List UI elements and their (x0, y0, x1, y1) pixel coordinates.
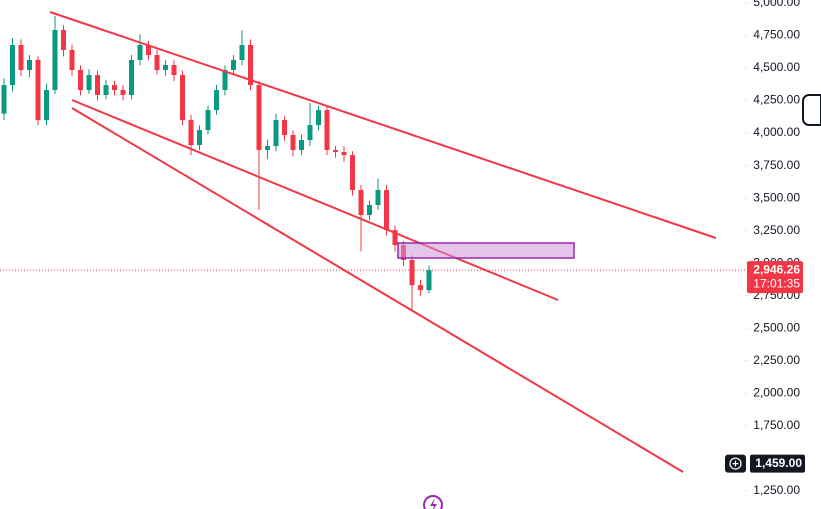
y-tick-label: 3,500.00 (753, 190, 800, 204)
candle-body (1, 85, 7, 114)
y-tick-label: 3,750.00 (753, 158, 800, 172)
drawings (49, 11, 717, 473)
y-tick-label: 1,750.00 (753, 418, 800, 432)
y-tick-label: 1,250.00 (753, 483, 800, 497)
last-price-label: 2,946.26 (753, 262, 800, 276)
candle-body (69, 49, 75, 70)
candle-body (214, 90, 219, 111)
candle-body (171, 65, 177, 76)
candle-body (35, 59, 41, 121)
candle-body (358, 190, 364, 216)
trend-line[interactable] (71, 99, 559, 301)
candle-body (112, 85, 117, 91)
candle-body (180, 75, 185, 121)
y-tick-label: 2,500.00 (753, 320, 800, 334)
candle-body (384, 190, 389, 231)
candle-body (18, 45, 24, 70)
y-tick-label: 5,000.00 (753, 0, 800, 9)
candle-body (392, 230, 398, 246)
candle-body (239, 45, 245, 60)
candle-body (248, 45, 253, 86)
candle-body (86, 75, 92, 91)
candle-body (324, 110, 330, 150)
candle-body (205, 110, 211, 131)
y-tick-label: 2,000.00 (753, 385, 800, 399)
icon-ring (423, 495, 443, 509)
candle-body (61, 30, 66, 50)
y-tick-label: 4,750.00 (753, 28, 800, 42)
candle-body (120, 90, 126, 95)
price-marker-label: 1,459.00 (755, 456, 802, 470)
y-tick-label: 4,000.00 (753, 125, 800, 139)
candle-body (44, 90, 49, 121)
lightning-icon[interactable] (423, 495, 443, 509)
price-marker-badge (750, 454, 805, 473)
candle-body (375, 190, 381, 206)
candle-body (137, 45, 143, 60)
settings-button[interactable] (802, 94, 821, 126)
candle-body (307, 125, 313, 141)
candle-body (197, 130, 202, 146)
candle-body (188, 120, 194, 146)
candle-body (426, 270, 432, 291)
candle-body (367, 205, 372, 216)
candle-body (341, 152, 347, 156)
y-tick-label: 4,500.00 (753, 60, 800, 74)
candle-body (10, 45, 15, 86)
candle-body (95, 75, 100, 95)
plot-area (0, 15, 745, 310)
candle-body (222, 69, 228, 91)
candle-body (282, 120, 287, 136)
plus-sign (732, 460, 739, 467)
candle-body (146, 45, 151, 56)
candle-body (333, 149, 338, 153)
y-tick-label: 4,250.00 (753, 93, 800, 107)
candle-body (299, 140, 304, 150)
candle-body (231, 59, 236, 70)
highlight-zone[interactable] (397, 242, 575, 259)
candle-body (273, 120, 279, 147)
candle-body (256, 85, 262, 150)
icon-bolt (430, 498, 437, 509)
candle-body (316, 110, 321, 126)
last-price-badge (747, 261, 803, 294)
y-tick-label: 2,250.00 (753, 353, 800, 367)
plus-icon (729, 457, 742, 470)
trend-line[interactable] (49, 11, 717, 239)
candle-body (129, 59, 134, 95)
candle-body (409, 260, 415, 286)
candle-body (103, 85, 109, 95)
candle-body (418, 285, 423, 291)
candle-body (265, 146, 270, 150)
candle-body (78, 69, 83, 91)
price-axis: 5,000.00 4,750.00 4,500.00 4,250.00 4,000.00… (725, 0, 805, 497)
candle-body (350, 155, 355, 191)
candle-body (27, 59, 32, 70)
candle-body (52, 30, 58, 91)
candle-body (163, 65, 168, 70)
candle-body (154, 55, 160, 70)
trend-line[interactable] (71, 107, 684, 473)
countdown-label: 17:01:35 (753, 276, 800, 290)
y-tick-label: 3,250.00 (753, 223, 800, 237)
candle-body (290, 135, 296, 150)
